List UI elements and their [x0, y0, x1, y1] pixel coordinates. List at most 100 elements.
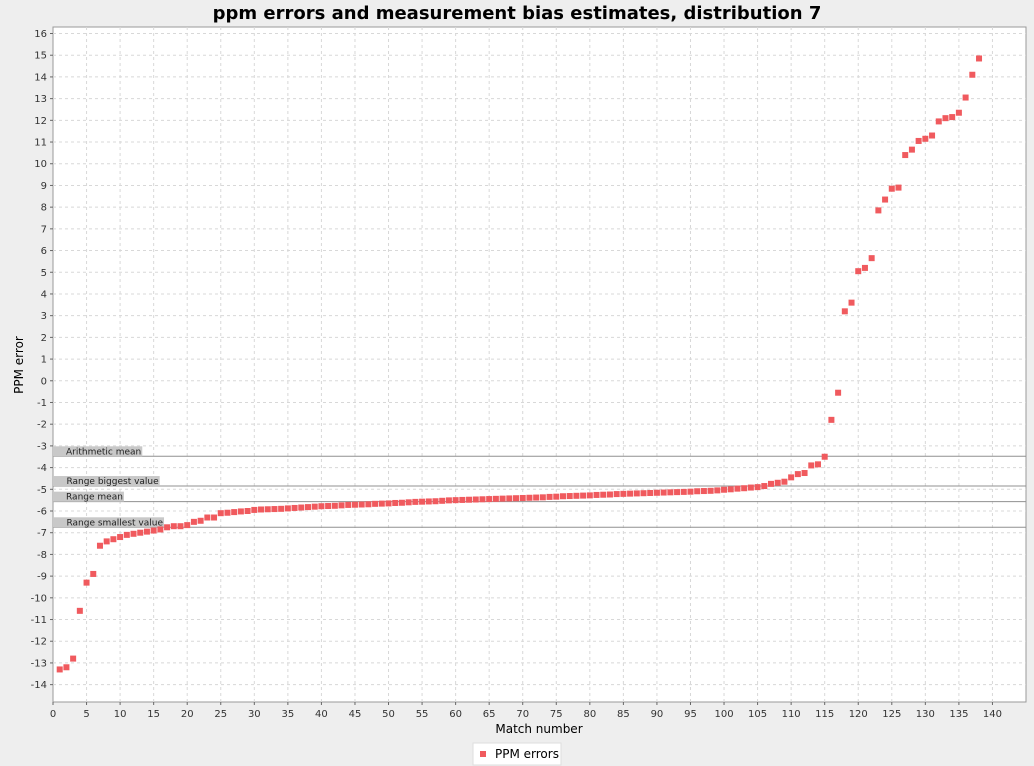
- x-tick-label: 70: [516, 709, 529, 720]
- y-axis-ticks: -14-13-12-11-10-9-8-7-6-5-4-3-2-10123456…: [31, 29, 53, 691]
- data-point: [875, 207, 882, 214]
- y-tick-label: 0: [41, 376, 47, 387]
- data-point: [298, 504, 305, 511]
- data-point: [882, 196, 889, 203]
- data-point: [519, 494, 526, 501]
- data-point: [304, 504, 311, 511]
- data-point: [378, 500, 385, 507]
- reference-line-label: Range mean: [66, 493, 123, 503]
- data-point: [264, 506, 271, 513]
- x-tick-label: 20: [181, 709, 194, 720]
- x-tick-label: 110: [782, 709, 801, 720]
- y-tick-label: -6: [37, 507, 47, 518]
- data-point: [868, 255, 875, 262]
- x-tick-label: 15: [147, 709, 160, 720]
- data-point: [835, 389, 842, 396]
- data-point: [492, 495, 499, 502]
- x-tick-label: 85: [617, 709, 630, 720]
- data-point: [613, 491, 620, 498]
- y-tick-label: -8: [37, 550, 47, 561]
- data-point: [774, 479, 781, 486]
- data-point: [217, 510, 224, 517]
- x-tick-label: 120: [849, 709, 868, 720]
- data-point: [385, 500, 392, 507]
- y-tick-label: 4: [41, 289, 47, 300]
- data-point: [412, 498, 419, 505]
- y-tick-label: 8: [41, 203, 47, 214]
- reference-line-label: Range smallest value: [66, 518, 163, 528]
- data-point: [888, 185, 895, 192]
- data-point: [291, 504, 298, 511]
- y-tick-label: -4: [37, 463, 47, 474]
- data-point: [56, 666, 63, 673]
- data-point: [372, 500, 379, 507]
- data-point: [841, 308, 848, 315]
- data-point: [197, 517, 204, 524]
- data-point: [721, 486, 728, 493]
- data-point: [224, 509, 231, 516]
- data-point: [640, 490, 647, 497]
- data-point: [117, 534, 124, 541]
- y-tick-label: -13: [31, 658, 47, 669]
- reference-label-band: [53, 491, 124, 502]
- x-tick-label: 100: [714, 709, 733, 720]
- data-point: [694, 488, 701, 495]
- data-point: [63, 664, 70, 671]
- data-point: [271, 506, 278, 513]
- data-point: [801, 470, 808, 477]
- x-tick-label: 125: [882, 709, 901, 720]
- y-tick-label: -9: [37, 572, 47, 583]
- x-tick-label: 50: [382, 709, 395, 720]
- data-point: [781, 478, 788, 485]
- data-point: [251, 506, 258, 513]
- data-point: [955, 109, 962, 116]
- data-point: [439, 497, 446, 504]
- data-point: [653, 489, 660, 496]
- data-point: [861, 264, 868, 271]
- data-point: [600, 491, 607, 498]
- x-tick-label: 60: [449, 709, 462, 720]
- data-point: [586, 492, 593, 499]
- data-point: [902, 152, 909, 159]
- legend-label: PPM errors: [495, 747, 559, 761]
- data-point: [184, 522, 191, 529]
- x-tick-label: 45: [349, 709, 362, 720]
- data-point: [734, 485, 741, 492]
- x-tick-label: 95: [684, 709, 697, 720]
- data-point: [580, 492, 587, 499]
- data-point: [284, 505, 291, 512]
- y-tick-label: 3: [41, 311, 47, 322]
- x-axis-ticks: 0 5 10 15 20 25 30 35 40 45 50 55 60 65 70 75 80 85 90 95 10…: [50, 702, 1002, 720]
- data-point: [707, 487, 714, 494]
- data-point: [392, 499, 399, 506]
- y-tick-label: 9: [41, 181, 47, 192]
- data-point: [331, 502, 338, 509]
- data-point: [539, 494, 546, 501]
- data-point: [687, 488, 694, 495]
- x-tick-label: 35: [281, 709, 294, 720]
- x-tick-label: 75: [550, 709, 563, 720]
- data-point: [278, 505, 285, 512]
- data-point: [533, 494, 540, 501]
- data-point: [76, 607, 83, 614]
- data-point: [566, 493, 573, 500]
- y-tick-label: -1: [37, 398, 47, 409]
- x-tick-label: 55: [416, 709, 429, 720]
- data-point: [593, 491, 600, 498]
- data-point: [674, 489, 681, 496]
- data-point: [338, 502, 345, 509]
- x-tick-label: 5: [83, 709, 89, 720]
- x-tick-label: 90: [651, 709, 664, 720]
- y-tick-label: -3: [37, 441, 47, 452]
- data-point: [808, 462, 815, 469]
- x-tick-label: 130: [916, 709, 935, 720]
- data-point: [788, 474, 795, 481]
- data-point: [325, 503, 332, 510]
- data-points: [56, 55, 983, 673]
- y-tick-label: 11: [34, 138, 47, 149]
- legend-marker: [480, 751, 486, 757]
- data-point: [157, 526, 164, 533]
- data-point: [345, 501, 352, 508]
- data-point: [143, 528, 150, 535]
